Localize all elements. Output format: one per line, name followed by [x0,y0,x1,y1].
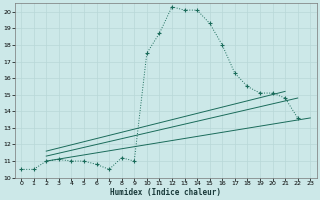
X-axis label: Humidex (Indice chaleur): Humidex (Indice chaleur) [110,188,221,197]
